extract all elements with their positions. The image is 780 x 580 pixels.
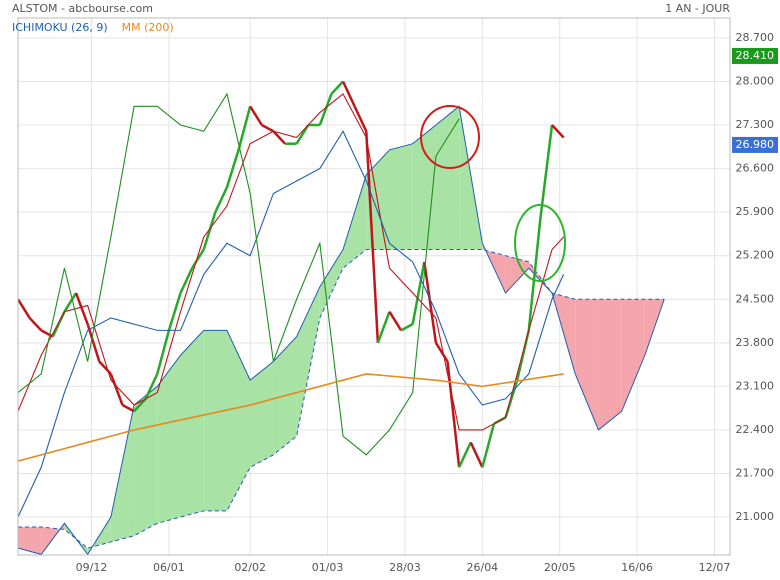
price-tag [732,136,778,153]
x-tick-label: 09/12 [76,561,108,574]
price-segment [249,105,263,126]
price-segment [109,373,124,406]
axes: 21.000 21.700 22.400 23.100 23.800 24.500 25.2… [76,31,778,574]
price-segment [400,323,414,332]
series-line [18,130,565,518]
legend-entry: MM (200) [122,21,174,34]
x-tick-label: 01/03 [312,561,344,574]
price-segment [156,330,171,375]
series-line [18,373,564,462]
price-segment [295,124,310,145]
price-segment [341,80,356,107]
plot-area [18,80,665,555]
price-segment [434,342,449,363]
price-segment [74,292,89,325]
price-segment [179,267,194,294]
span-a-line [18,105,665,555]
cloud-fill [18,526,42,555]
legend-entry: ICHIMOKU (26, 9) [12,21,108,34]
price-segment [144,373,159,400]
x-tick-label: 12/07 [699,561,731,574]
price-segment [261,123,274,133]
x-tick-label: 20/05 [544,561,576,574]
cloud-fill [319,249,344,318]
price-segment [388,311,403,332]
x-tick-label: 26/04 [466,561,498,574]
price-segment [527,218,542,331]
price-segment [225,149,240,188]
span-b-line [18,248,665,549]
price-segment [63,292,78,313]
cloud-fill [575,299,599,430]
price-segment [133,397,147,413]
price-segment [469,441,484,468]
series-line [18,92,460,456]
price-segment [272,130,286,145]
plot-frame [17,17,731,556]
y-tick-label: 22.400 [736,423,775,436]
price-segment [423,261,438,343]
price-tag-label: 28.410 [736,49,775,62]
price-segment [202,211,217,250]
cloud-fill [110,405,135,542]
price-segment [411,261,426,325]
price-segment [457,441,472,468]
price-segment [237,106,252,151]
x-tick-label: 28/03 [389,561,421,574]
highlight-circle [420,105,480,169]
y-tick-label: 28.000 [736,74,775,87]
highlight-circle [514,204,566,282]
price-segment [191,248,205,269]
price-segment [481,423,496,468]
price-segment [446,361,461,468]
y-tick-label: 21.700 [736,466,775,479]
price-segment [551,124,565,139]
price-segment [18,298,31,319]
price-tag-label: 26.980 [736,138,775,151]
cloud-fill [226,330,251,511]
y-tick-label: 23.800 [736,336,775,349]
x-tick-label: 06/01 [153,561,185,574]
y-tick-label: 24.500 [736,292,775,305]
cloud-fill [203,330,227,511]
y-tick-label: 25.200 [736,249,775,262]
period: 1 AN - JOUR [665,2,730,15]
cloud-fill [180,330,204,518]
cloud-fill [389,143,413,250]
price-segment [86,323,101,362]
chart-title: ALSTOM - abcbourse.com [12,2,153,15]
price-segment [353,105,368,132]
cloud-fill [343,174,367,269]
price-segment [539,124,554,219]
cloud-fill [157,355,181,524]
y-tick-label: 27.300 [736,118,775,131]
cloud-fill [250,361,274,468]
y-tick-label: 21.000 [736,510,775,523]
cloud-fill [598,299,622,430]
price-segment [365,131,380,343]
price-segment [318,93,333,126]
series-line [18,93,565,431]
x-tick-label: 16/06 [621,561,653,574]
price-segment [376,311,391,344]
price-segment [28,317,43,332]
cloud-fill [505,255,529,294]
price-segment [98,360,112,375]
y-tick-label: 25.900 [736,205,775,218]
x-tick-label: 02/02 [234,561,266,574]
y-tick-label: 23.100 [736,379,775,392]
cloud-fill [435,106,460,250]
price-segment [330,80,344,95]
cloud-fill [621,299,645,412]
price-tag [732,47,778,64]
cloud-fill [134,386,158,536]
price-segment [121,403,135,413]
y-tick-label: 28.700 [736,31,775,44]
price-segment [167,292,182,331]
price-segment [40,329,54,338]
price-segment [214,186,229,213]
y-tick-label: 26.600 [736,162,775,175]
